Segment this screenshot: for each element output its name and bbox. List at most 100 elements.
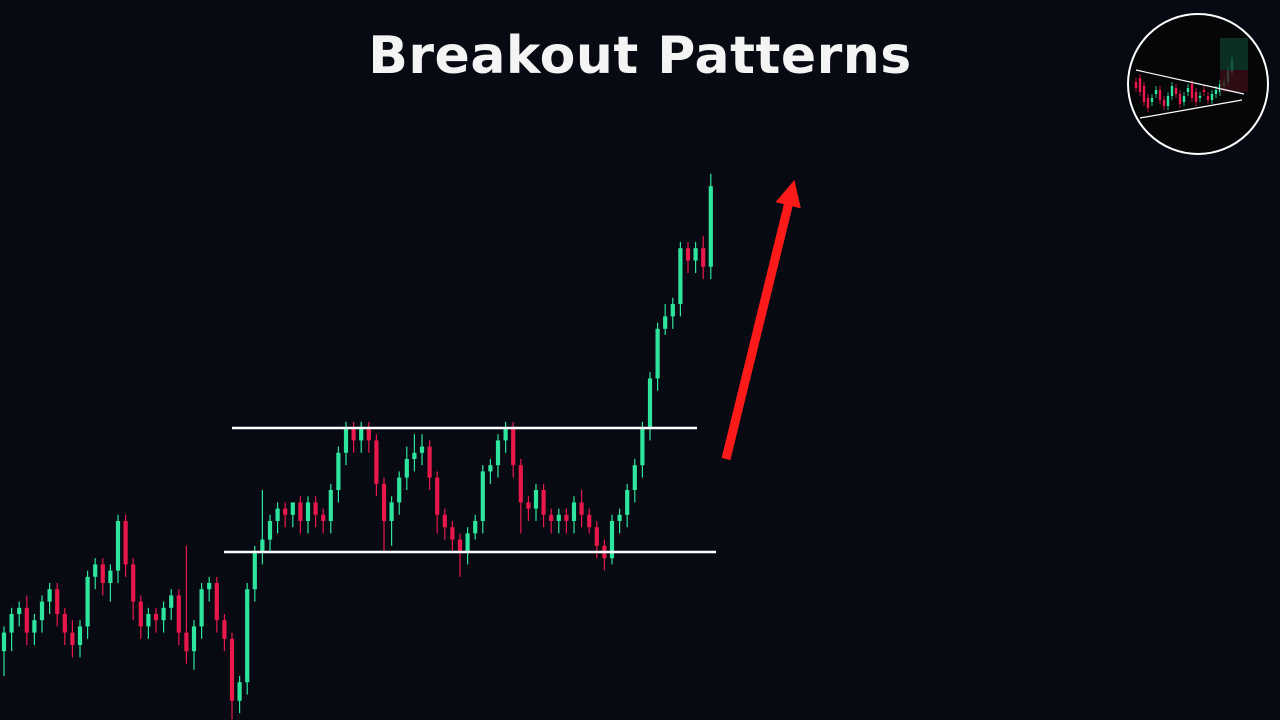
candle-body: [701, 248, 706, 267]
candle: [245, 583, 250, 695]
candle: [564, 508, 569, 534]
candle: [427, 440, 432, 490]
arrow-head: [775, 180, 801, 209]
candle-body: [138, 601, 143, 627]
candle: [549, 508, 554, 534]
candle-body: [663, 316, 668, 329]
candle: [77, 620, 83, 658]
candle: [298, 496, 303, 534]
candle-body: [313, 502, 318, 515]
candle: [305, 496, 311, 534]
candle: [609, 514, 615, 565]
candle: [131, 558, 136, 621]
candle-body: [655, 328, 660, 379]
candle-body: [457, 539, 463, 552]
candle-body: [9, 614, 14, 633]
candle: [693, 242, 698, 273]
thumb-candle-body: [1190, 84, 1194, 98]
candle: [663, 304, 668, 335]
thumb-candle-body: [1138, 78, 1142, 92]
candle-body: [321, 514, 326, 521]
candle-body: [571, 502, 577, 521]
candle: [237, 676, 242, 714]
candle-body: [39, 601, 45, 621]
candle: [670, 297, 675, 329]
candle: [708, 173, 713, 280]
candle: [632, 459, 637, 503]
candle-body: [625, 490, 630, 515]
candle: [85, 570, 90, 639]
candle-body: [245, 589, 250, 683]
thumb-candle-body: [1150, 98, 1154, 102]
candle-body: [305, 502, 311, 521]
thumb-candle-body: [1158, 90, 1162, 100]
candle: [290, 502, 295, 528]
candle-body: [169, 595, 174, 608]
candle: [336, 446, 341, 503]
candle-body: [62, 614, 67, 633]
candle: [55, 583, 60, 627]
candle-body: [503, 428, 508, 441]
candle: [24, 595, 29, 645]
thumb-candle-body: [1210, 94, 1214, 100]
candle-body: [442, 514, 447, 528]
candle-body: [670, 304, 675, 317]
candle-body: [1, 632, 7, 652]
thumb-candle-body: [1206, 96, 1210, 100]
candle-body: [579, 502, 584, 515]
candle: [32, 614, 37, 645]
candle-body: [374, 440, 379, 484]
candle: [488, 459, 493, 484]
thumb-candle-body: [1154, 90, 1158, 94]
thumb-candle-body: [1134, 82, 1138, 88]
candle: [153, 607, 159, 633]
candle-body: [115, 521, 121, 571]
candle-body: [541, 490, 546, 515]
candle-body: [336, 452, 341, 490]
candle: [556, 508, 561, 534]
candle-body: [298, 502, 303, 521]
candle-body: [222, 620, 227, 639]
candle-body: [564, 514, 569, 521]
candle: [374, 434, 379, 497]
thumb-lower-trendline: [1139, 99, 1243, 119]
candle-body: [366, 428, 371, 441]
candle: [495, 434, 501, 478]
candle: [602, 539, 607, 571]
candle-body: [480, 471, 485, 521]
thumb-candle-body: [1162, 100, 1166, 106]
candle: [473, 514, 478, 540]
thumb-candle-body: [1166, 96, 1170, 106]
candle: [267, 514, 273, 552]
candle-body: [518, 465, 523, 503]
thumb-candle-body: [1202, 90, 1206, 92]
thumb-upper-trendline: [1135, 69, 1245, 95]
candle: [313, 496, 318, 528]
candle-body: [533, 490, 539, 509]
candle: [17, 601, 22, 627]
candle-body: [77, 626, 83, 645]
candle: [465, 527, 470, 565]
thumb-candle-body: [1174, 88, 1178, 94]
candle-body: [450, 527, 455, 540]
candle-body: [207, 583, 212, 590]
page-title: Breakout Patterns: [368, 26, 912, 86]
thumb-candle-body: [1170, 86, 1174, 96]
breakout-arrow: [721, 180, 801, 461]
candle-body: [283, 508, 288, 515]
thumb-candle-body: [1186, 88, 1190, 92]
candle-body: [381, 483, 387, 521]
candle: [533, 483, 539, 521]
candle: [647, 372, 653, 441]
candle-body: [260, 539, 265, 552]
candle: [328, 483, 333, 534]
candle-body: [640, 428, 645, 466]
candle-body: [488, 465, 493, 472]
candle-body: [214, 583, 219, 621]
candle-body: [343, 428, 349, 453]
candle-body: [351, 428, 356, 441]
candle: [176, 589, 181, 645]
candle: [70, 620, 75, 658]
candle-body: [153, 614, 159, 621]
